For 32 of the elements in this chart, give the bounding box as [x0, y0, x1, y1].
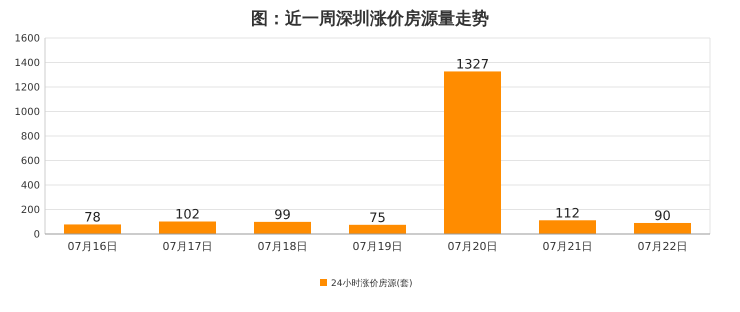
x-tick-label: 07月21日: [542, 240, 592, 253]
x-tick-label: 07月18日: [258, 240, 308, 253]
bar: [159, 222, 216, 234]
bar: [634, 222, 691, 234]
y-tick-label: 1000: [14, 107, 40, 118]
y-tick-label: 800: [20, 132, 40, 142]
y-tick-label: 0: [34, 230, 40, 240]
y-tick-label: 400: [20, 180, 40, 192]
x-tick-label: 07月22日: [638, 240, 688, 253]
bar: [349, 224, 406, 234]
x-tick-label: 07月16日: [68, 240, 118, 253]
data-label: 112: [555, 206, 580, 222]
x-tick-label: 07月20日: [448, 240, 498, 253]
x-tick-label: 07月19日: [352, 240, 402, 253]
data-label: 99: [274, 208, 291, 223]
x-tick-label: 07月17日: [162, 240, 212, 253]
data-label: 75: [369, 210, 386, 226]
y-tick-label: 1200: [14, 82, 40, 94]
data-label: 90: [654, 208, 671, 224]
bar: [444, 71, 501, 234]
y-tick-label: 1400: [14, 58, 40, 69]
chart-title: 图：近一周深圳涨价房源量走势: [251, 9, 489, 29]
data-label: 102: [175, 208, 200, 223]
data-label: 78: [84, 210, 101, 226]
bar: [64, 224, 121, 234]
y-tick-label: 1600: [14, 34, 40, 44]
bar: [254, 222, 311, 234]
bar: [539, 220, 596, 234]
legend-label: 24小时涨价房源(套): [331, 278, 412, 289]
y-tick-label: 600: [20, 156, 40, 167]
data-label: 1327: [456, 57, 490, 72]
y-tick-label: 200: [20, 205, 40, 216]
